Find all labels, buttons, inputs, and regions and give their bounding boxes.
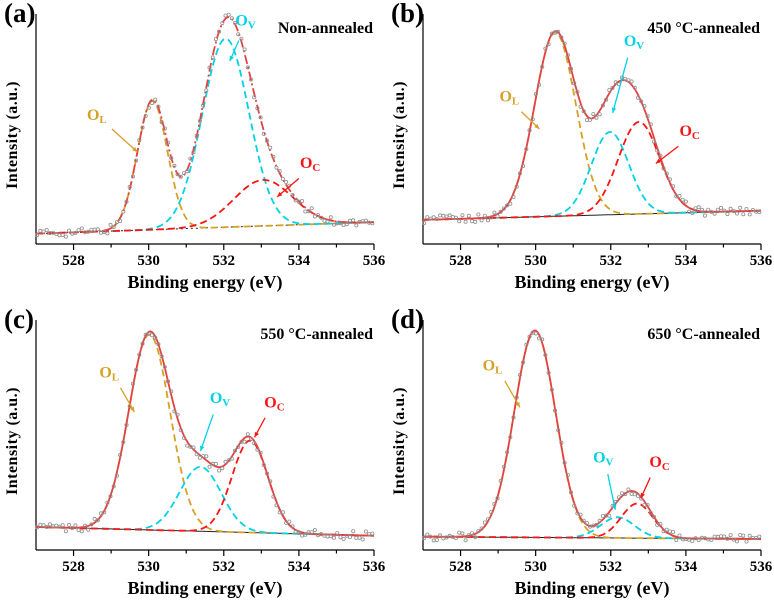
svg-text:532: 532 <box>213 253 236 269</box>
svg-text:OC: OC <box>649 454 669 473</box>
panel-d: (d) Intensity (a.u.) 650 °C-annealed 528… <box>387 304 774 611</box>
x-axis-label: Binding energy (eV) <box>514 272 670 292</box>
svg-text:534: 534 <box>288 559 311 575</box>
svg-text:528: 528 <box>62 253 85 269</box>
svg-text:536: 536 <box>363 559 386 575</box>
panel-letter: (a) <box>4 0 36 28</box>
svg-text:OL: OL <box>499 88 519 107</box>
panel-letter: (c) <box>4 304 34 334</box>
svg-text:536: 536 <box>750 559 773 575</box>
y-axis-label: Intensity (a.u.) <box>391 387 408 496</box>
x-axis-label: Binding energy (eV) <box>127 272 283 292</box>
svg-text:528: 528 <box>62 559 85 575</box>
annealing-annotation: Non-annealed <box>277 20 373 37</box>
x-axis-label: Binding energy (eV) <box>127 578 283 598</box>
svg-text:532: 532 <box>600 559 623 575</box>
spectrum-plot: 528 530 532 534 536 OL OV OC <box>422 320 773 575</box>
x-axis-label: Binding energy (eV) <box>514 578 670 598</box>
svg-text:532: 532 <box>213 559 236 575</box>
annealing-annotation: 650 °C-annealed <box>647 326 760 343</box>
panel-c: (c) Intensity (a.u.) 550 °C-annealed 528… <box>0 304 387 611</box>
svg-text:OC: OC <box>679 123 699 142</box>
svg-text:536: 536 <box>750 253 773 269</box>
svg-text:OV: OV <box>593 450 613 469</box>
svg-text:OV: OV <box>235 13 255 32</box>
spectrum-plot: 528 530 532 534 536 OL OV OC <box>422 14 773 269</box>
svg-text:530: 530 <box>524 253 547 269</box>
svg-text:534: 534 <box>675 559 698 575</box>
svg-text:530: 530 <box>137 559 160 575</box>
svg-text:OL: OL <box>99 365 119 384</box>
spectrum-plot: 528 530 532 534 536 OL OV OC <box>35 13 386 269</box>
svg-text:OC: OC <box>264 394 284 413</box>
panel-b: (b) Intensity (a.u.) 450 °C-annealed 528… <box>387 0 774 305</box>
y-axis-label: Intensity (a.u.) <box>4 81 21 190</box>
svg-text:536: 536 <box>363 253 386 269</box>
y-axis-label: Intensity (a.u.) <box>391 81 408 190</box>
svg-text:534: 534 <box>675 253 698 269</box>
svg-text:OV: OV <box>624 33 644 52</box>
panel-letter: (d) <box>391 304 424 334</box>
annealing-annotation: 550 °C-annealed <box>260 326 373 343</box>
svg-text:OC: OC <box>300 155 320 174</box>
svg-text:OL: OL <box>87 107 107 126</box>
svg-text:OV: OV <box>210 390 230 409</box>
svg-text:534: 534 <box>288 253 311 269</box>
panel-a: (a) Intensity (a.u.) Non-annealed 528 530… <box>0 0 387 305</box>
svg-text:OL: OL <box>483 358 503 377</box>
y-axis-label: Intensity (a.u.) <box>4 387 21 496</box>
panel-letter: (b) <box>391 0 424 28</box>
spectrum-plot: 528 530 532 534 536 OL OV OC <box>35 320 386 575</box>
svg-text:532: 532 <box>600 253 623 269</box>
svg-text:530: 530 <box>524 559 547 575</box>
svg-text:528: 528 <box>449 559 472 575</box>
svg-text:528: 528 <box>449 253 472 269</box>
svg-text:530: 530 <box>137 253 160 269</box>
annealing-annotation: 450 °C-annealed <box>647 20 760 37</box>
